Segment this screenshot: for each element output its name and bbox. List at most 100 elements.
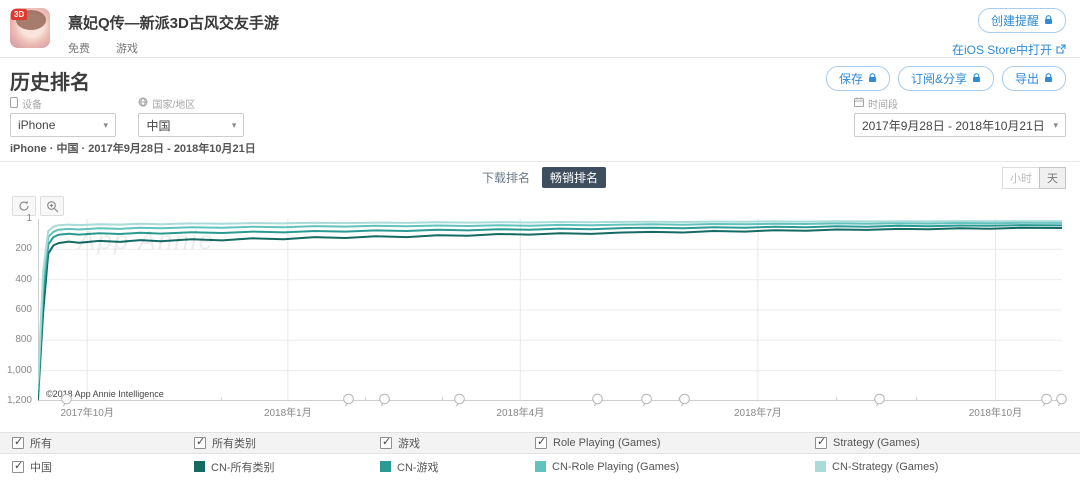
- series-swatch-cn-strategy: [815, 461, 826, 472]
- country-select[interactable]: 中国 ▾: [138, 113, 245, 137]
- save-button[interactable]: 保存: [825, 66, 890, 91]
- event-marker-pin[interactable]: [453, 393, 466, 413]
- calendar-icon: [853, 97, 865, 110]
- legend-filter-row: 所有 所有类别 游戏 Role Playing (Games) Strategy…: [0, 432, 1080, 454]
- granularity-hour-button[interactable]: 小时: [1002, 167, 1040, 189]
- legend-label-games: 游戏: [398, 438, 420, 450]
- y-axis-tick-label: 400: [15, 273, 32, 285]
- country-filter-group: 国家/地区 中国 ▾: [138, 96, 245, 137]
- rank-line-2: [38, 221, 1062, 390]
- series-label-cn-all-categories: CN-所有类别: [211, 461, 275, 474]
- chart-plot[interactable]: [38, 219, 1062, 401]
- rank-header-row: 历史排名 保存 订阅&分享 导出: [0, 58, 1080, 96]
- event-marker-pin[interactable]: [1055, 393, 1068, 413]
- country-label: 国家/地区: [152, 100, 196, 111]
- rank-line-0: [38, 226, 1062, 401]
- period-value: 2017年9月28日 - 2018年10月21日: [862, 118, 1045, 133]
- open-in-ios-store-link[interactable]: 在iOS Store中打开: [952, 41, 1066, 58]
- event-marker-pin[interactable]: [1040, 393, 1053, 413]
- device-value: iPhone: [18, 118, 56, 132]
- export-label: 导出: [1014, 72, 1039, 86]
- event-marker-pin[interactable]: [678, 393, 691, 413]
- category-tag: 游戏: [116, 43, 138, 55]
- series-label-cn-strategy: CN-Strategy (Games): [832, 460, 939, 473]
- app-icon: 3D: [10, 8, 50, 48]
- legend-label-all: 所有: [30, 438, 52, 450]
- series-swatch-cn-games: [380, 461, 391, 472]
- legend-checkbox-role-playing[interactable]: [535, 435, 547, 449]
- y-axis-tick-label: 1: [26, 213, 32, 224]
- series-swatch-cn-role-playing: [535, 461, 546, 472]
- legend-label-role-playing: Role Playing (Games): [553, 437, 661, 449]
- rank-history-chart: App Annie ©2018 App Annie Intelligence 1…: [0, 193, 1080, 426]
- tab-grossing-rank[interactable]: 畅销排名: [542, 167, 607, 188]
- y-axis-tick-label: 1,200: [6, 395, 32, 406]
- open-in-store-label: 在iOS Store中打开: [951, 43, 1052, 57]
- chevron-down-icon: ▾: [231, 119, 237, 130]
- event-marker-pin[interactable]: [640, 393, 653, 413]
- rank-line-1: [38, 224, 1062, 395]
- device-select[interactable]: iPhone ▾: [10, 113, 116, 137]
- y-axis-tick-label: 200: [15, 243, 32, 255]
- page-title: 历史排名: [10, 72, 90, 94]
- event-marker-pin[interactable]: [342, 393, 355, 413]
- x-axis-tick-label: 2018年7月: [733, 408, 782, 419]
- legend-label-all-categories: 所有类别: [212, 438, 256, 450]
- filters-bar: 设备 iPhone ▾ 国家/地区 中国 ▾ 时间段 2017年9月28: [0, 96, 1080, 137]
- x-axis-tick-label: 2018年4月: [496, 408, 545, 419]
- y-axis-tick-label: 800: [15, 334, 32, 346]
- event-marker-pin[interactable]: [591, 393, 604, 413]
- granularity-toggle: 小时 天: [1002, 167, 1066, 189]
- app-icon-3d-badge: 3D: [11, 9, 28, 20]
- lock-icon: [972, 72, 981, 86]
- subscribe-share-label: 订阅&分享: [910, 72, 967, 86]
- series-label-cn-role-playing: CN-Role Playing (Games): [552, 460, 680, 473]
- legend-label-china: 中国: [30, 461, 52, 474]
- chevron-down-icon: ▾: [1053, 119, 1058, 130]
- export-button[interactable]: 导出: [1001, 66, 1066, 91]
- lock-icon: [1044, 72, 1053, 86]
- period-label: 时间段: [868, 100, 898, 111]
- tabs-row: 下载排名 畅销排名 小时 天: [0, 161, 1080, 191]
- event-marker-pin[interactable]: [378, 393, 391, 413]
- legend-label-strategy: Strategy (Games): [833, 437, 920, 449]
- filter-summary: iPhone · 中国 · 2017年9月28日 - 2018年10月21日: [10, 143, 256, 155]
- legend-checkbox-china[interactable]: [12, 459, 24, 473]
- subscribe-share-button[interactable]: 订阅&分享: [897, 66, 994, 91]
- device-icon: [9, 96, 19, 111]
- app-title: 熹妃Q传—新派3D古风交友手游: [68, 15, 279, 32]
- tab-download-rank[interactable]: 下载排名: [481, 171, 530, 185]
- x-axis-tick-label: 2017年10月: [60, 408, 114, 419]
- rank-line-3: [38, 220, 1062, 384]
- chevron-down-icon: ▾: [103, 119, 108, 130]
- external-link-icon: [1056, 43, 1066, 57]
- chart-legend: 所有 所有类别 游戏 Role Playing (Games) Strategy…: [0, 432, 1080, 479]
- x-axis-tick-label: 2018年10月: [968, 408, 1023, 419]
- app-header: 3D 熹妃Q传—新派3D古风交友手游 免费 游戏 创建提醒 在iOS Store…: [0, 0, 1080, 58]
- legend-checkbox-all-categories[interactable]: [194, 435, 206, 449]
- globe-icon: [138, 97, 149, 110]
- device-label: 设备: [22, 100, 42, 111]
- legend-checkbox-strategy[interactable]: [815, 435, 827, 449]
- series-swatch-cn-all-categories: [194, 461, 205, 472]
- app-tags: 免费 游戏: [68, 40, 1066, 56]
- event-marker-pin[interactable]: [60, 393, 73, 413]
- series-label-cn-games: CN-游戏: [397, 461, 439, 474]
- y-axis-tick-label: 1,000: [6, 364, 32, 376]
- create-alert-button[interactable]: 创建提醒: [977, 8, 1066, 33]
- granularity-day-button[interactable]: 天: [1039, 167, 1066, 189]
- chart-watermark: App Annie: [78, 225, 216, 255]
- device-filter-group: 设备 iPhone ▾: [9, 96, 116, 137]
- country-value: 中国: [146, 118, 171, 133]
- legend-checkbox-games[interactable]: [380, 435, 392, 449]
- legend-series-row: 中国 CN-所有类别 CN-游戏 CN-Role Playing (Games)…: [0, 454, 1080, 479]
- event-marker-pin[interactable]: [873, 393, 886, 413]
- chart-copyright: ©2018 App Annie Intelligence: [46, 389, 164, 399]
- x-axis-tick-label: 2018年1月: [263, 408, 312, 419]
- chart-reset-zoom-button[interactable]: [12, 196, 36, 216]
- period-select[interactable]: 2017年9月28日 - 2018年10月21日 ▾: [854, 113, 1066, 137]
- chart-zoom-in-button[interactable]: [40, 196, 64, 216]
- price-tag: 免费: [68, 43, 90, 55]
- legend-checkbox-all[interactable]: [12, 435, 24, 449]
